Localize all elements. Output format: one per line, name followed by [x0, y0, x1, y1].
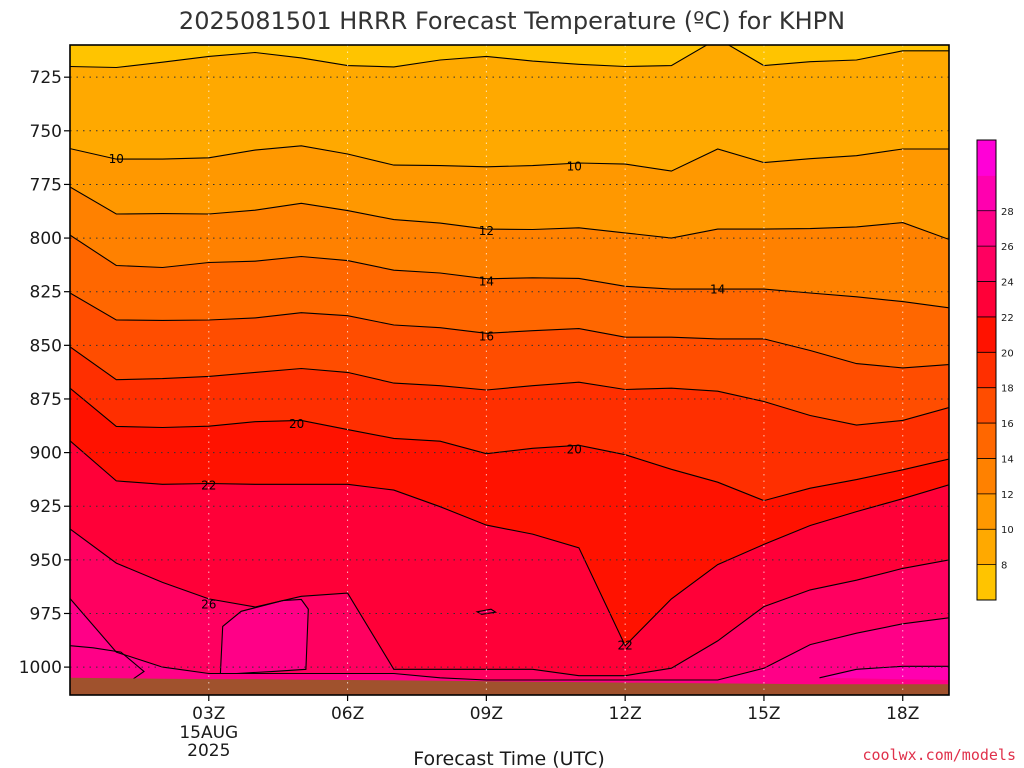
- colorbar-segment: [977, 493, 996, 530]
- contour-label: 26: [201, 598, 216, 612]
- plot-area: [70, 45, 949, 695]
- colorbar-segment: [977, 210, 996, 247]
- contour-label: 14: [479, 274, 494, 288]
- contour-label: 20: [567, 443, 582, 457]
- contour-label: 22: [618, 639, 633, 653]
- y-tick-label: 825: [30, 283, 62, 303]
- y-tick-label: 950: [30, 551, 62, 571]
- colorbar-segment: [977, 352, 996, 389]
- closed-band-fill-28-3: [819, 666, 949, 680]
- chart-title: 2025081501 HRRR Forecast Temperature (ºC…: [179, 7, 845, 35]
- x-tick-label: 12Z: [609, 704, 642, 724]
- colorbar-label: 8: [1001, 561, 1007, 572]
- colorbar-segment: [977, 316, 996, 353]
- colorbar-label: 20: [1001, 348, 1014, 359]
- closed-contour-line-26-0: [219, 598, 309, 675]
- colorbar-label: 14: [1001, 454, 1014, 465]
- y-tick-label: 875: [30, 390, 62, 410]
- closed-contour-line-28-3: [819, 665, 949, 680]
- x-axis-label: Forecast Time (UTC): [413, 748, 604, 768]
- colorbar-label: 22: [1001, 313, 1014, 324]
- colorbar-label: 10: [1001, 525, 1014, 536]
- contour-label: 10: [567, 159, 582, 173]
- y-tick-label: 1000: [19, 658, 62, 678]
- colorbar-segment: [977, 281, 996, 318]
- y-axis: 725 750 775 800 825 850 875 900 925 950 975 1000: [19, 68, 70, 678]
- contour-label: 16: [479, 329, 494, 343]
- contour-line-20: [70, 387, 949, 502]
- contour-label: 12: [479, 224, 494, 238]
- plot-frame: [69, 44, 950, 696]
- colorbar-segment: [977, 246, 996, 283]
- colorbar-segment: [977, 140, 996, 176]
- colorbar-frame: [976, 139, 997, 601]
- x-tick-label: 06Z: [331, 704, 364, 724]
- grid-lines: [70, 45, 949, 695]
- x-tick-label: 09Z: [470, 704, 503, 724]
- contour-line-14: [70, 234, 949, 309]
- x-tick-label: 18Z: [886, 704, 919, 724]
- colorbar-segment: [977, 564, 996, 601]
- y-tick-label: 725: [30, 68, 62, 88]
- surface-ground: [70, 677, 949, 695]
- contour-line-18: [70, 346, 949, 426]
- closed-band-fill-26-1: [70, 645, 144, 685]
- colorbar-label: 18: [1001, 384, 1014, 395]
- colorbar-segment: [977, 458, 996, 495]
- colorbar-segment: [977, 529, 996, 566]
- contour-labels: 10 10 12 14 14 16 20 20 22 26 22: [109, 152, 726, 653]
- contour-label: 22: [201, 479, 216, 493]
- colorbar-label: 12: [1001, 490, 1014, 501]
- colorbar-segment: [977, 423, 996, 459]
- x-date-label: 2025: [187, 741, 230, 761]
- colorbar-label: 16: [1001, 419, 1014, 430]
- contour-line-12: [70, 186, 949, 240]
- colorbar-label: 26: [1001, 242, 1014, 253]
- contour-label: 10: [109, 152, 124, 166]
- y-tick-label: 750: [30, 122, 62, 142]
- y-tick-label: 800: [30, 229, 62, 249]
- x-tick-label: 03Z: [192, 704, 225, 724]
- closed-band-fill-26-0: [220, 599, 309, 674]
- y-tick-label: 975: [30, 604, 62, 624]
- contour-line-8: [70, 45, 949, 69]
- contour-label: 20: [289, 417, 304, 431]
- contour-line-26: [70, 598, 949, 681]
- y-tick-label: 775: [30, 175, 62, 195]
- y-tick-label: 900: [30, 444, 62, 464]
- y-tick-label: 925: [30, 497, 62, 517]
- colorbar-segment: [977, 387, 996, 424]
- x-date-label: 15AUG: [179, 723, 238, 743]
- colorbar-segment: [977, 175, 996, 212]
- colorbar: 8 10 12 14 16 18 20 22 24 26 28: [976, 139, 1014, 601]
- contour-line-10: [70, 145, 949, 172]
- credit-text[interactable]: coolwx.com/models: [862, 746, 1016, 764]
- contour-label: 14: [710, 283, 725, 297]
- y-tick-label: 850: [30, 336, 62, 356]
- contour-line-16: [70, 292, 949, 369]
- colorbar-label: 28: [1001, 207, 1014, 218]
- contour-line-24: [70, 528, 949, 677]
- contour-line-22: [70, 440, 949, 647]
- colorbar-label: 24: [1001, 278, 1014, 289]
- x-tick-label: 15Z: [747, 704, 780, 724]
